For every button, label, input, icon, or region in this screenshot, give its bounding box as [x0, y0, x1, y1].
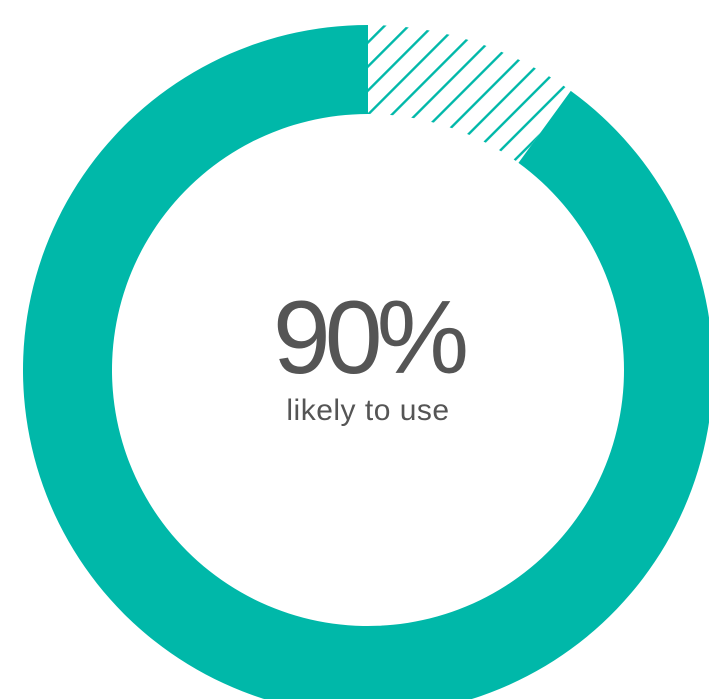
- center-value: 90%: [272, 280, 469, 396]
- donut-slice-remaining: [368, 25, 571, 163]
- center-caption: likely to use: [286, 394, 450, 427]
